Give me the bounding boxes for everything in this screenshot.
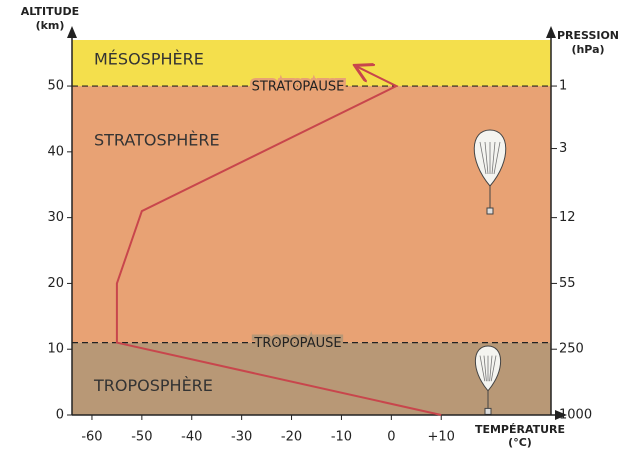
y2-axis-title: PRESSION [557, 29, 619, 42]
layer-band [72, 86, 551, 343]
x-tick-label: -60 [81, 430, 102, 445]
y-tick-label: 0 [56, 408, 64, 423]
y2-tick-label: 1 [559, 79, 567, 94]
x-tick-label: +10 [428, 430, 455, 445]
pause-label: STRATOPAUSE [252, 80, 345, 95]
balloon-box [487, 208, 493, 214]
y2-tick-label: 1000 [559, 408, 592, 423]
y-tick-label: 10 [47, 342, 64, 357]
x-tick-label: 0 [387, 430, 395, 445]
y2-tick-label: 3 [559, 141, 567, 156]
y-tick-label: 20 [47, 276, 64, 291]
x-tick-label: -30 [231, 430, 252, 445]
balloon-box [485, 408, 491, 414]
y-tick-label: 30 [47, 210, 64, 225]
y2-axis-title: (hPa) [571, 43, 604, 56]
x-axis-title: (°C) [508, 436, 532, 449]
y-axis-arrow [67, 26, 77, 38]
layer-label: MÉSOSPHÈRE [94, 50, 204, 69]
layer-label: TROPOSPHÈRE [93, 376, 213, 395]
y2-axis-arrow [546, 26, 556, 38]
y-tick-label: 40 [47, 144, 64, 159]
x-tick-label: -50 [131, 430, 152, 445]
x-tick-label: -40 [181, 430, 202, 445]
y-tick-label: 50 [47, 79, 64, 94]
x-tick-label: -20 [281, 430, 302, 445]
y-axis-title: (km) [36, 19, 65, 32]
x-axis-title: TEMPÉRATURE [475, 423, 565, 436]
chart: MÉSOSPHÈRE STRATOSPHÈRE TROPOSPHÈRE STRATOP… [0, 0, 630, 451]
y-axis-title: ALTITUDE [21, 5, 79, 18]
x-tick-label: -10 [331, 430, 352, 445]
y2-tick-label: 250 [559, 342, 584, 357]
y2-tick-label: 55 [559, 276, 576, 291]
layer-label: STRATOSPHÈRE [94, 131, 220, 150]
pause-label: TROPOPAUSE [253, 336, 341, 351]
y2-tick-label: 12 [559, 210, 576, 225]
